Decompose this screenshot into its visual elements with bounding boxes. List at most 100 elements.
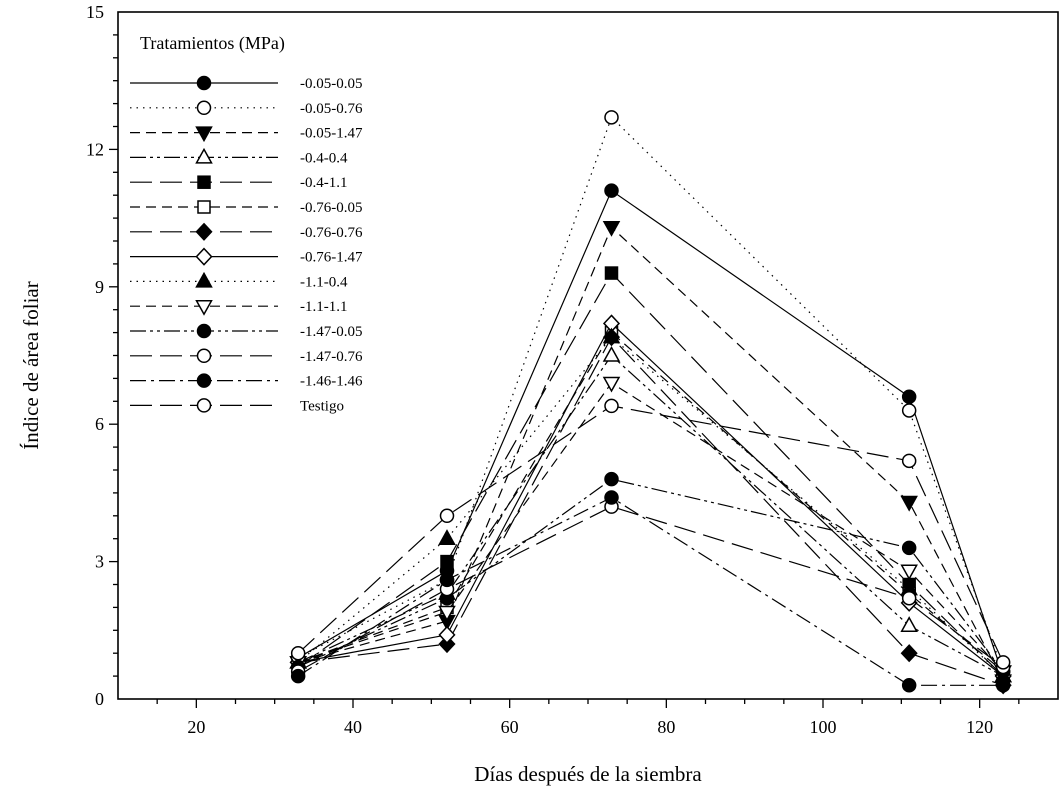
data-point	[438, 634, 456, 654]
x-tick-label: 20	[187, 717, 205, 737]
data-point	[604, 266, 619, 280]
series-13	[290, 490, 1011, 693]
x-tick-label: 120	[966, 717, 993, 737]
series-line	[297, 189, 1004, 677]
legend-entry: -0.05-0.76	[130, 100, 363, 117]
data-point	[290, 668, 306, 684]
legend-entry: -1.46-1.46	[130, 373, 363, 390]
series-12	[290, 499, 1011, 679]
legend-label: -0.05-1.47	[300, 126, 363, 142]
series-line	[297, 478, 1004, 672]
data-point	[438, 529, 456, 545]
series-3	[289, 221, 1012, 691]
legend-entry: -1.47-0.76	[130, 348, 363, 365]
data-point	[438, 605, 456, 622]
legend-marker	[197, 200, 211, 214]
legend-entry: -0.4-1.1	[130, 175, 348, 191]
legend-title: Tratamientos (MPa)	[140, 33, 285, 54]
data-point	[604, 110, 619, 125]
legend-label: -0.76-1.47	[300, 250, 363, 266]
axes: 20 40 60 80 100 120 0 3 6 9 12 15	[86, 2, 1059, 737]
series-line	[298, 382, 1004, 672]
legend: Tratamientos (MPa) -0.05-0.05 -0.05-0.76 -…	[130, 33, 363, 414]
legend-entry: -0.76-0.76	[130, 222, 363, 241]
data-point	[602, 376, 621, 393]
series-line	[297, 354, 1004, 677]
legend-marker	[196, 348, 212, 364]
legend-label: -1.47-0.76	[300, 349, 363, 365]
legend-label: -1.1-0.4	[300, 274, 348, 290]
data-point	[901, 540, 917, 556]
data-point	[900, 644, 918, 663]
series-7	[289, 328, 1012, 695]
legend-entry: -0.05-1.47	[130, 126, 363, 143]
legend-label: -1.47-0.05	[300, 324, 363, 340]
legend-marker	[195, 247, 213, 266]
data-point	[602, 345, 621, 362]
legend-label: -1.1-1.1	[300, 299, 348, 315]
y-tick-label: 3	[95, 552, 104, 572]
series-layer	[289, 110, 1012, 695]
legend-entry: Testigo	[130, 398, 344, 414]
x-axis-title: Días después de la siembra	[474, 762, 702, 786]
data-point	[901, 453, 917, 469]
data-point	[901, 389, 917, 404]
series-line	[297, 331, 1004, 672]
data-point	[604, 398, 619, 414]
series-line	[298, 336, 1004, 686]
legend-marker	[196, 100, 212, 116]
series-line	[297, 505, 1004, 673]
series-line	[297, 272, 1004, 677]
legend-entry: -1.1-1.1	[130, 299, 348, 316]
data-point	[290, 645, 306, 661]
legend-marker	[195, 222, 213, 241]
legend-label: -0.05-0.76	[300, 101, 363, 117]
legend-marker	[197, 175, 211, 189]
legend-entry: -1.1-0.4	[130, 271, 348, 290]
legend-marker	[196, 323, 212, 339]
data-point	[439, 572, 455, 588]
series-line	[297, 116, 1004, 672]
legend-entry: -0.76-0.05	[130, 200, 363, 216]
data-point	[900, 495, 918, 512]
data-point	[604, 183, 619, 198]
data-point	[995, 678, 1011, 693]
series-11	[290, 471, 1011, 679]
legend-label: -0.76-0.05	[300, 200, 363, 216]
data-point	[440, 554, 454, 569]
y-tick-label: 15	[86, 2, 104, 22]
y-tick-label: 9	[95, 277, 104, 297]
x-tick-label: 100	[810, 717, 837, 737]
legend-label: Testigo	[300, 398, 344, 414]
data-point	[900, 616, 918, 632]
data-point	[901, 403, 917, 418]
legend-label: -0.4-0.4	[300, 150, 348, 166]
legend-marker	[196, 398, 212, 413]
legend-label: -0.05-0.05	[300, 76, 363, 92]
x-tick-label: 40	[344, 717, 362, 737]
data-point	[995, 655, 1011, 670]
data-point	[901, 678, 917, 693]
legend-entry: -0.4-0.4	[130, 147, 348, 166]
data-point	[602, 327, 621, 344]
series-1	[290, 183, 1011, 684]
data-point	[901, 590, 917, 606]
data-point	[604, 471, 619, 487]
data-point	[439, 508, 455, 524]
y-tick-label: 6	[95, 414, 104, 434]
series-14	[290, 398, 1011, 670]
legend-label: -1.46-1.46	[300, 374, 363, 390]
legend-marker	[195, 147, 213, 164]
y-tick-label: 0	[95, 689, 104, 709]
y-axis-title: Índice de área foliar	[19, 281, 43, 449]
legend-marker	[196, 373, 212, 388]
legend-marker	[195, 126, 213, 143]
legend-label: -0.76-0.76	[300, 225, 363, 241]
data-point	[900, 564, 918, 581]
data-point	[438, 625, 456, 644]
data-point	[602, 221, 621, 237]
y-tick-label: 12	[86, 139, 104, 159]
legend-marker	[195, 299, 213, 316]
x-tick-label: 60	[501, 717, 519, 737]
